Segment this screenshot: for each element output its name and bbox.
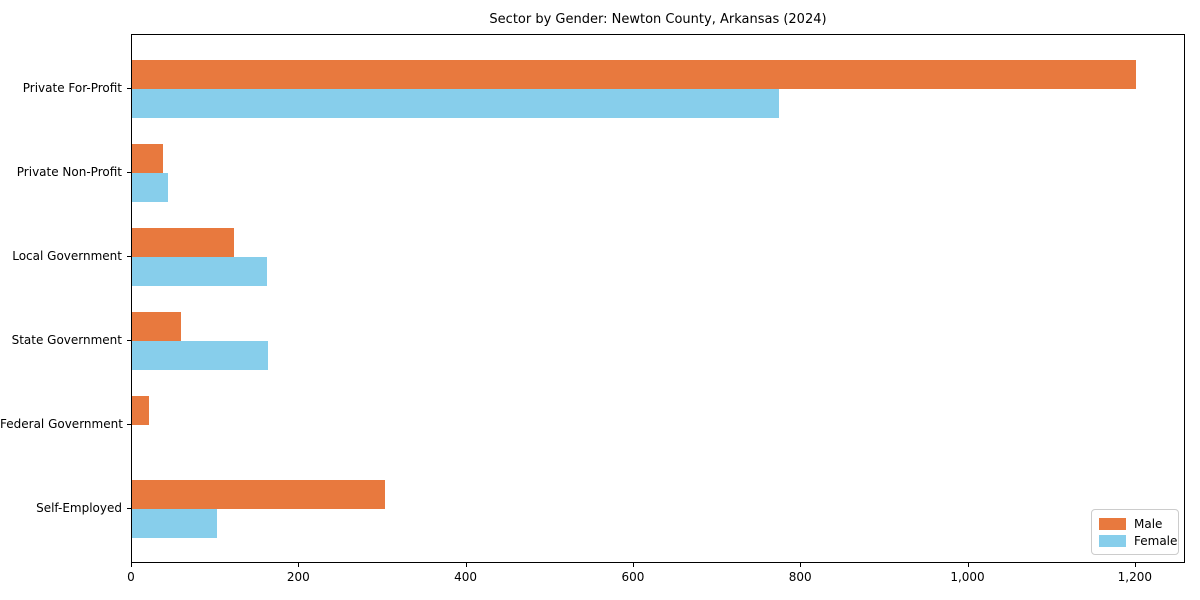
- xtick-mark: [465, 563, 467, 567]
- bar-female-local-government: [132, 257, 267, 286]
- xtick-mark: [967, 563, 969, 567]
- bar-male-state-government: [132, 312, 181, 341]
- legend-label: Male: [1134, 516, 1163, 531]
- chart-title: Sector by Gender: Newton County, Arkansa…: [489, 12, 827, 27]
- ytick-mark: [127, 424, 131, 425]
- ytick-mark: [127, 340, 131, 341]
- legend-item-female: Female: [1099, 532, 1177, 549]
- xtick-mark: [800, 563, 802, 567]
- xtick-label: 600: [621, 570, 645, 584]
- xtick-label: 1,000: [950, 570, 985, 584]
- bar-male-private-for-profit: [132, 60, 1136, 89]
- bar-male-self-employed: [132, 480, 385, 509]
- legend-swatch-male: [1099, 517, 1126, 530]
- bar-female-self-employed: [132, 509, 217, 538]
- xtick-label: 0: [127, 570, 135, 584]
- xtick-label: 1,200: [1117, 570, 1152, 584]
- xtick-mark: [1134, 563, 1136, 567]
- xtick-mark: [298, 563, 300, 567]
- bar-female-private-for-profit: [132, 89, 779, 118]
- ytick-label: Federal Government: [0, 417, 123, 431]
- bar-female-state-government: [132, 341, 268, 370]
- ytick-label: Self-Employed: [36, 501, 122, 515]
- ytick-label: State Government: [11, 333, 122, 347]
- ytick-label: Private For-Profit: [22, 81, 122, 95]
- bar-female-private-non-profit: [132, 173, 168, 202]
- ytick-mark: [127, 256, 131, 257]
- xtick-mark: [632, 563, 634, 567]
- bar-male-private-non-profit: [132, 144, 163, 173]
- ytick-label: Local Government: [12, 249, 122, 263]
- legend-item-male: Male: [1099, 515, 1170, 532]
- xtick-label: 200: [286, 570, 310, 584]
- legend-swatch-female: [1099, 534, 1126, 547]
- xtick-label: 800: [788, 570, 812, 584]
- bar-male-local-government: [132, 228, 234, 257]
- ytick-mark: [127, 508, 131, 509]
- plot-area: [131, 34, 1185, 563]
- xtick-label: 400: [454, 570, 478, 584]
- legend-label: Female: [1134, 533, 1178, 548]
- ytick-mark: [127, 172, 131, 173]
- ytick-label: Private Non-Profit: [16, 165, 122, 179]
- xtick-mark: [131, 563, 132, 567]
- ytick-mark: [127, 88, 131, 89]
- legend: Male Female: [1091, 509, 1179, 555]
- bar-male-federal-government: [132, 396, 149, 425]
